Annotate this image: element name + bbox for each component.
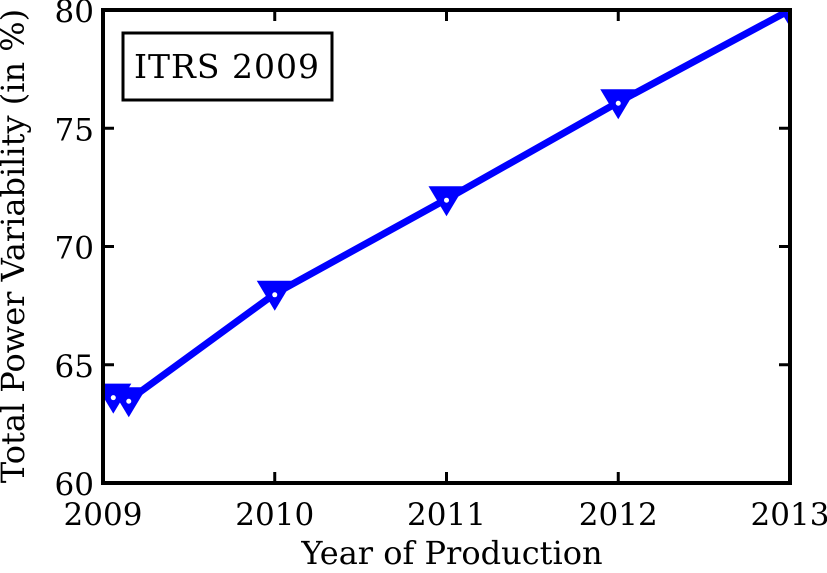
- x-tick-label: 2013: [751, 497, 827, 533]
- legend-label: ITRS 2009: [134, 47, 320, 86]
- y-tick-label: 60: [55, 467, 94, 503]
- marker-center-dot: [110, 395, 116, 401]
- y-tick-label: 80: [55, 0, 94, 30]
- legend-box: [121, 31, 334, 102]
- legend: ITRS 2009: [121, 31, 334, 102]
- x-axis-label: Year of Production: [300, 534, 602, 572]
- y-tick-label: 65: [55, 349, 94, 385]
- x-tick-label: 2011: [407, 497, 486, 533]
- x-tick-label: 2012: [579, 497, 658, 533]
- y-tick-label: 70: [55, 231, 94, 267]
- plot-area: 2009 2010 2011 2012 2013 60 65 70 75 80: [55, 0, 827, 533]
- marker-center-dot: [615, 100, 621, 106]
- marker-center-dot: [126, 398, 132, 404]
- y-axis-label: Total Power Variability (in %): [0, 9, 32, 483]
- marker-center-dot: [272, 292, 278, 298]
- series-layer: [103, 10, 790, 418]
- x-tick-label: 2010: [235, 497, 314, 533]
- x-tick-label: 2009: [64, 497, 143, 533]
- y-tick-label: 75: [55, 112, 94, 148]
- marker-center-dot: [444, 197, 449, 203]
- triangle-down-marker: [779, 10, 790, 27]
